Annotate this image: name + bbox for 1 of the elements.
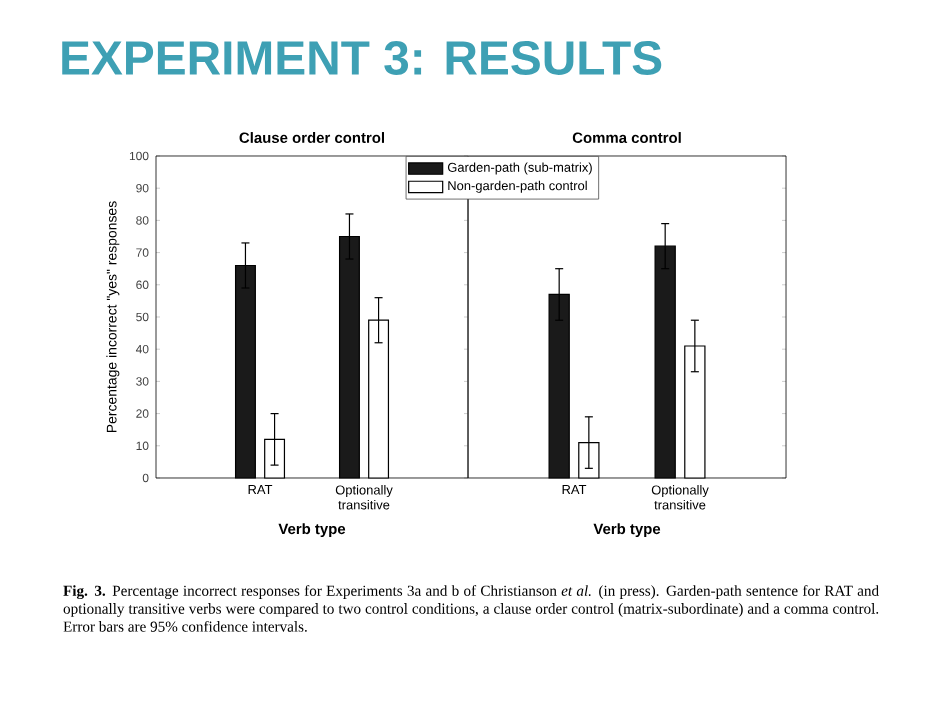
text: EXPERIMENT 3: RESULTS — [62, 41, 662, 75]
